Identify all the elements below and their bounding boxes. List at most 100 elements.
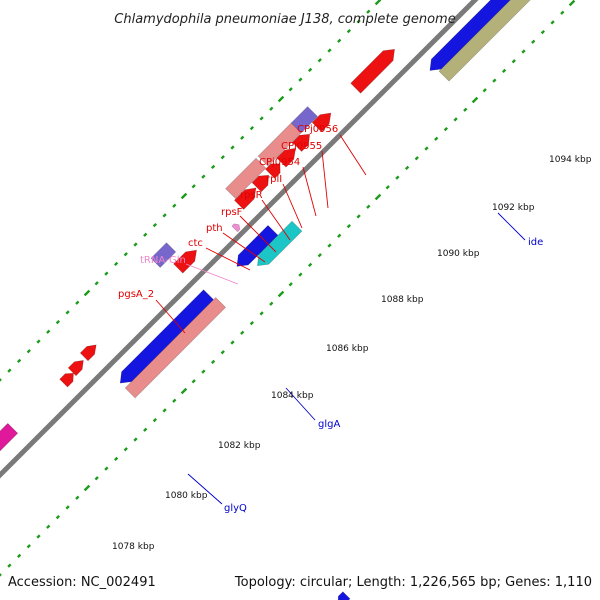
gene-label-tRNA-Gln-leader: [185, 263, 239, 285]
gene-label-glyQ-leader: [187, 473, 223, 505]
gene-label-rpsR[interactable]: rpsR: [240, 190, 263, 201]
gene-feature-red[interactable]: [291, 133, 311, 152]
inner-ticks-mark: [337, 38, 342, 43]
gene-label-CPj0955[interactable]: CPj0955: [281, 141, 322, 152]
gene-label-ide[interactable]: ide: [528, 237, 543, 248]
gene-feature-blue[interactable]: [337, 591, 351, 600]
gene-feature-cyan[interactable]: [257, 220, 303, 267]
genome-backbone: [0, 0, 479, 479]
outer-ticks-mark: [307, 262, 313, 268]
gene-label-CPj0956-leader: [339, 134, 367, 176]
gene-label-ctc-leader: [205, 247, 251, 271]
outer-ticks-mark: [123, 447, 128, 452]
inner-ticks-mark: [46, 329, 51, 334]
outer-ticks-mark: [94, 476, 99, 481]
map-title: Chlamydophila pneumoniae J138, complete …: [114, 12, 455, 27]
genome-summary-text: Topology: circular; Length: 1,226,565 bp…: [234, 575, 592, 590]
gene-feature-red[interactable]: [79, 344, 97, 362]
gene-label-pgsA-2[interactable]: pgsA_2: [118, 289, 154, 300]
tick-labels: 1078 kbp 1080 kbp 1082 kbp 1084 kbp 1086 kbp…: [112, 155, 592, 552]
inner-ticks-mark: [346, 28, 352, 34]
inner-ticks-mark: [113, 261, 119, 267]
inner-ticks-mark: [7, 368, 12, 373]
gene-feature-blue[interactable]: [236, 224, 279, 267]
inner-ticks-mark: [327, 48, 332, 53]
inner-ticks-mark: [307, 67, 313, 73]
outer-ticks-mark: [453, 117, 458, 122]
outer-ticks-mark: [540, 29, 546, 35]
gene-label-glgA[interactable]: glgA: [318, 419, 340, 430]
inner-ticks-mark: [230, 145, 235, 150]
gene-feature-purple[interactable]: [290, 106, 318, 134]
outer-ticks-mark: [492, 78, 497, 83]
gene-label-CPj0956[interactable]: CPj0956: [297, 124, 338, 135]
outer-ticks-mark: [434, 136, 439, 141]
gene-feature-salmon[interactable]: [225, 157, 267, 199]
gene-feature-red[interactable]: [265, 163, 281, 179]
inner-ticks-mark: [143, 232, 148, 237]
gene-feature-red[interactable]: [67, 360, 84, 377]
outer-ticks-mark: [317, 253, 322, 258]
outer-ticks-mark: [210, 359, 216, 365]
outer-ticks-mark: [337, 233, 342, 238]
outer-ticks-mark: [75, 495, 80, 500]
gene-feature-blue[interactable]: [119, 289, 214, 384]
outer-ticks-mark: [346, 223, 352, 229]
gene-feature-red[interactable]: [173, 249, 197, 274]
gene-feature-purple[interactable]: [150, 242, 177, 268]
outer-ticks-mark: [191, 379, 196, 384]
outer-ticks-mark: [220, 350, 225, 355]
outer-ticks-mark: [143, 427, 148, 432]
outer-ticks-mark: [531, 39, 536, 44]
inner-ticks-mark: [277, 95, 285, 103]
outer-ticks-mark: [327, 243, 332, 248]
backbone-line: [0, 0, 479, 479]
label-leader-lines: [155, 134, 526, 505]
outer-ticks-mark: [65, 505, 70, 510]
gene-feature-red[interactable]: [233, 187, 257, 210]
outer-ticks-mark: [298, 272, 303, 277]
gene-feature-red[interactable]: [350, 48, 395, 94]
gene-label-ide-leader: [497, 212, 526, 241]
gene-label-glyQ[interactable]: glyQ: [224, 503, 247, 514]
gene-label-CPj0954-leader: [302, 166, 317, 217]
gene-feature-red[interactable]: [251, 174, 270, 193]
gene-feature-olive[interactable]: [438, 0, 537, 82]
outer-ticks-mark: [511, 59, 516, 64]
tick-label: 1078 kbp: [112, 542, 155, 552]
gene-label-ctc[interactable]: ctc: [188, 238, 203, 249]
gene-label-CPj0954[interactable]: CPj0954: [259, 157, 300, 168]
outer-ticks-mark: [288, 282, 293, 287]
gene-feature-red[interactable]: [311, 112, 332, 133]
gene-feature-blue[interactable]: [429, 0, 517, 71]
outer-ticks-mark: [249, 320, 255, 326]
outer-ticks-mark: [83, 484, 91, 492]
outer-ticks-mark: [414, 156, 419, 161]
inner-ticks-mark: [356, 19, 361, 24]
gene-label-rplI[interactable]: rplI: [266, 174, 282, 185]
outer-ticks-mark: [395, 175, 400, 180]
outer-ticks-mark: [443, 126, 449, 132]
inner-ticks-mark: [16, 358, 22, 364]
outer-ticks-mark: [16, 553, 22, 559]
inner-ticks-mark: [259, 116, 264, 121]
gene-label-pth[interactable]: pth: [206, 223, 223, 234]
outer-ticks-mark: [26, 544, 31, 549]
outer-ticks-mark: [180, 387, 188, 395]
outer-ticks-mark: [240, 330, 245, 335]
inner-ticks-mark: [191, 184, 196, 189]
outer-ticks-mark: [269, 301, 274, 306]
trna-feature[interactable]: [231, 223, 241, 233]
outer-ticks-mark: [424, 146, 429, 151]
gene-feature-salmon[interactable]: [124, 297, 227, 399]
gene-feature-red[interactable]: [276, 147, 296, 168]
tick-marks: [0, 0, 576, 577]
gene-feature-magenta[interactable]: [0, 422, 19, 477]
gene-label-tRNA-Gln[interactable]: tRNA-Gln: [140, 255, 186, 266]
inner-ticks-mark: [83, 289, 91, 297]
gene-feature-red[interactable]: [59, 372, 74, 388]
tick-label: 1086 kbp: [326, 344, 369, 354]
gene-label-rpsF[interactable]: rpsF: [221, 207, 243, 218]
